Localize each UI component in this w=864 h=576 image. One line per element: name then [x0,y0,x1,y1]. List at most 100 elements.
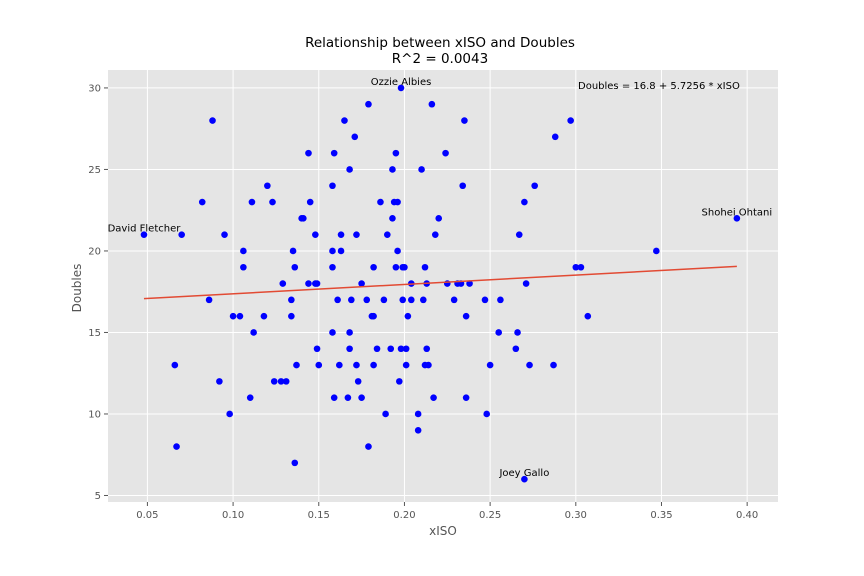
data-point [198,198,206,206]
data-point [428,100,436,108]
data-point [370,312,377,320]
data-point [551,133,559,141]
data-point [313,345,321,353]
data-point [397,345,405,353]
y-tick-label: 15 [88,328,101,339]
data-point [531,182,538,190]
chart-subtitle: R^2 = 0.0043 [392,51,488,67]
x-tick-labels: 0.05 0.10 0.15 0.20 0.25 0.30 0.35 0.40 [136,502,758,521]
data-point [336,361,343,369]
data-point [392,263,400,271]
scatter-points [140,84,741,483]
data-point [337,247,345,255]
data-point [306,198,314,206]
grid-lines-y [108,87,778,496]
y-tick-label: 20 [88,246,101,257]
data-point [353,361,360,369]
data-point [462,394,470,401]
annotation-label: Ozzie Albies [371,77,432,88]
y-tick-label: 30 [88,83,101,94]
data-point [414,410,422,418]
y-tick-label: 25 [88,165,101,176]
data-point [344,394,352,401]
data-point [236,312,244,320]
data-point [140,231,148,238]
data-point [329,182,336,190]
data-point [305,280,312,287]
data-point [486,361,494,369]
data-point [370,361,377,369]
data-point [572,263,580,271]
data-point [462,312,470,320]
data-point [288,296,295,304]
data-point [515,231,523,238]
data-point [387,345,395,353]
data-point [173,443,180,450]
x-axis-label: xISO [429,524,457,538]
data-point [246,394,254,401]
data-point [313,280,321,287]
data-point [521,198,528,206]
y-tick-label: 10 [88,409,101,420]
data-point [435,215,443,222]
data-point [358,280,365,287]
data-point [354,378,362,385]
annotation-label: Joey Gallo [498,468,549,479]
x-tick-label: 0.35 [650,510,672,521]
x-tick-label: 0.20 [393,510,415,521]
data-point [584,312,592,320]
data-point [291,263,299,271]
data-point [178,231,185,238]
data-point [396,378,403,385]
data-point [226,410,233,418]
data-point [330,149,338,157]
data-point [221,231,228,238]
data-point [384,231,391,238]
data-point [216,378,223,385]
data-point [293,361,300,369]
data-point [497,296,504,304]
data-point [358,394,365,401]
data-point [288,312,295,320]
x-tick-label: 0.15 [308,510,330,521]
data-point [348,296,355,304]
data-point [442,149,449,157]
data-point [289,247,297,255]
plot-background [108,70,778,502]
data-point [521,475,528,483]
data-point [334,296,341,304]
data-point [269,198,276,206]
data-point [277,378,285,385]
data-point [394,198,401,206]
data-point [270,378,278,385]
data-point [209,117,216,124]
data-point [421,263,429,271]
data-point [419,296,427,304]
data-point [430,394,437,401]
chart-title: Relationship between xISO and Doubles [305,35,575,51]
data-point [550,361,557,369]
data-point [431,231,439,238]
data-point [346,166,353,173]
data-point [282,378,290,385]
data-point [380,296,388,304]
data-point [392,149,400,157]
x-tick-label: 0.05 [136,510,158,521]
data-point [365,100,372,108]
data-point [329,247,336,255]
data-point [522,280,530,287]
data-point [264,182,271,190]
data-point [414,426,422,434]
regression-line [143,265,737,300]
data-point [526,361,533,369]
data-point [512,345,520,353]
data-point [171,361,179,369]
data-point [653,247,660,255]
data-point [337,231,345,238]
x-tick-label: 0.10 [222,510,244,521]
data-point [300,215,307,222]
data-point [312,231,319,238]
regression-equation: Doubles = 16.8 + 5.7256 * xISO [578,81,740,92]
data-point [577,263,585,271]
